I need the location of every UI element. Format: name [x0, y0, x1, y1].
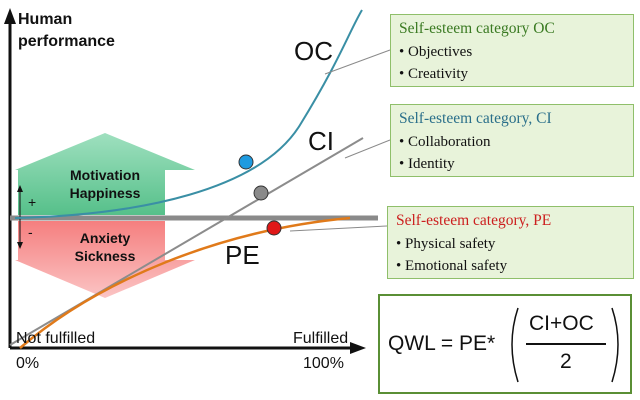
- arrow-up-line1: Motivation: [70, 167, 140, 183]
- x-start-label: Not fulfilled: [16, 330, 95, 347]
- category-item-objectives: Objectives: [399, 41, 625, 63]
- plus-arrowhead: [17, 185, 23, 192]
- category-item-emotional-safety: Emotional safety: [396, 255, 625, 277]
- pe-dot: [266, 220, 282, 236]
- left-paren: [511, 307, 519, 383]
- y-axis-label-line2: performance: [18, 33, 115, 50]
- x-start-pct: 0%: [16, 355, 39, 372]
- formula-numerator: CI+OC: [529, 312, 594, 335]
- x-end-pct: 100%: [303, 355, 344, 372]
- formula-denominator: 2: [560, 350, 572, 373]
- category-item-physical-safety: Physical safety: [396, 233, 625, 255]
- category-item-identity: Identity: [399, 153, 625, 175]
- oc-dot: [238, 154, 254, 170]
- category-title-pe: Self-esteem category, PE: [396, 212, 552, 229]
- formula-lhs: QWL = PE*: [388, 332, 496, 355]
- ci-connector: [344, 139, 391, 159]
- oc-curve: [14, 9, 363, 219]
- plus-sign: +: [28, 194, 36, 210]
- arrow-up-line2: Happiness: [70, 185, 141, 201]
- x-end-label: Fulfilled: [293, 330, 348, 347]
- pe-curve: [19, 216, 351, 349]
- anxiety-arrow: [15, 221, 195, 298]
- category-box-pe: Self-esteem category, PE Physical safety…: [387, 206, 634, 279]
- formula-fraction: [511, 307, 619, 383]
- qwl-formula-box: QWL = PE* CI+OC 2: [378, 294, 632, 394]
- minus-arrowhead: [17, 242, 23, 249]
- y-axis-label-line1: Human: [18, 11, 72, 28]
- arrow-down-line2: Sickness: [75, 248, 136, 264]
- ci-dot: [253, 185, 269, 201]
- right-paren: [611, 307, 619, 383]
- category-item-collaboration: Collaboration: [399, 131, 625, 153]
- category-box-ci: Self-esteem category, CI Collaboration I…: [390, 104, 634, 177]
- pe-label: PE: [225, 240, 260, 270]
- pe-connector: [289, 225, 388, 232]
- category-title-ci: Self-esteem category, CI: [399, 110, 552, 127]
- y-axis-arrowhead: [4, 8, 16, 24]
- oc-connector: [324, 49, 391, 75]
- motivation-arrow: [15, 133, 195, 215]
- category-title-oc: Self-esteem category OC: [399, 20, 555, 37]
- category-box-oc: Self-esteem category OC Objectives Creat…: [390, 14, 634, 87]
- oc-label: OC: [294, 36, 333, 66]
- category-item-creativity: Creativity: [399, 63, 625, 85]
- minus-sign: -: [28, 224, 33, 240]
- ci-label: CI: [308, 126, 334, 156]
- x-axis-arrowhead: [350, 342, 366, 354]
- arrow-down-line1: Anxiety: [80, 230, 131, 246]
